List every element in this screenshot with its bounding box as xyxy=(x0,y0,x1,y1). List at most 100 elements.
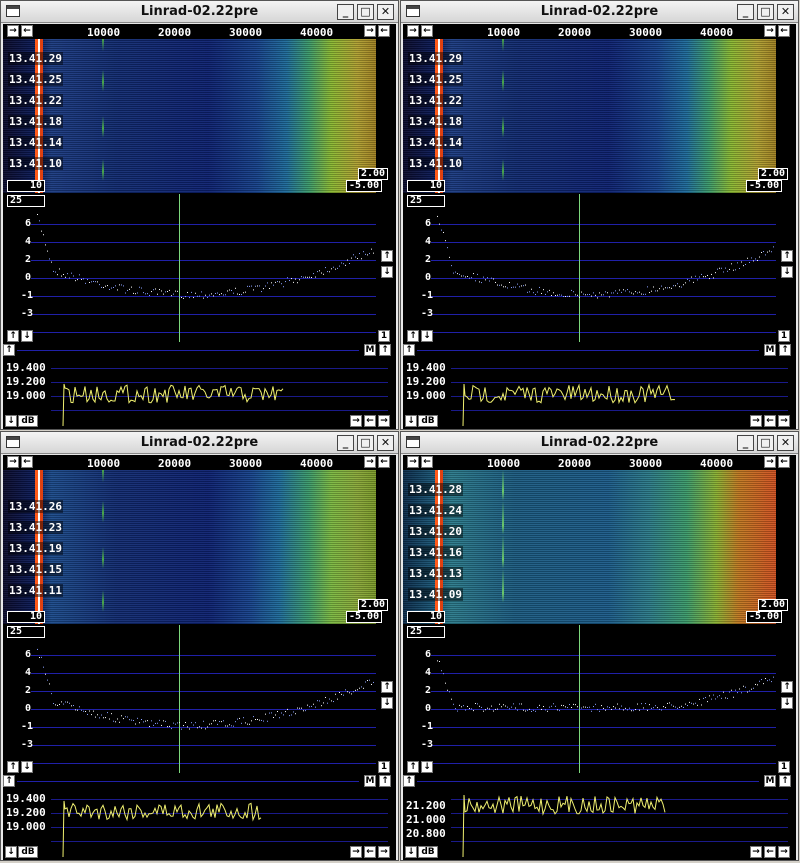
scale-up-button[interactable]: ↑ xyxy=(381,250,393,262)
spectrum-scale-value[interactable]: 1 xyxy=(378,330,390,342)
separator-up-right-button[interactable]: ↑ xyxy=(779,775,791,787)
spectrum-scale-value[interactable]: 1 xyxy=(778,761,790,773)
signal-level-graph[interactable]: 19.400 19.200 19.000 ↓ dB → ← → xyxy=(403,358,796,429)
db-button[interactable]: dB xyxy=(418,846,438,858)
db-button[interactable]: dB xyxy=(418,415,438,427)
scale-down-button[interactable]: ↓ xyxy=(781,266,793,278)
shift-left-button[interactable]: ← xyxy=(421,25,433,37)
spectrum-graph[interactable]: 25 6 4 2 0 -1 -3 ↑ ↓ ↑ ↓ 1 xyxy=(403,625,796,775)
zoom-left-button[interactable]: ← xyxy=(378,456,390,468)
spectrum-down-button[interactable]: ↓ xyxy=(21,761,33,773)
minimize-button[interactable]: _ xyxy=(337,435,354,451)
waterfall-zero[interactable]: -5.00 xyxy=(346,611,383,623)
level-down-button[interactable]: ↓ xyxy=(405,415,417,427)
shift-right-button[interactable]: → xyxy=(407,25,419,37)
waterfall-gain[interactable]: 2.00 xyxy=(358,168,389,180)
title-bar[interactable]: Linrad-02.22pre _ □ ✕ xyxy=(401,432,798,454)
spectrum-up-button[interactable]: ↑ xyxy=(7,761,19,773)
frequency-cursor[interactable] xyxy=(579,194,580,342)
spectrum-scale-value[interactable]: 1 xyxy=(778,330,790,342)
shift-right-button[interactable]: → xyxy=(7,456,19,468)
shift-right-button[interactable]: → xyxy=(407,456,419,468)
scale-up-button[interactable]: ↑ xyxy=(381,681,393,693)
db-button[interactable]: dB xyxy=(18,846,38,858)
spectrum-up-button[interactable]: ↑ xyxy=(407,330,419,342)
level-right2-button[interactable]: → xyxy=(778,846,790,858)
scale-up-button[interactable]: ↑ xyxy=(781,250,793,262)
zoom-left-button[interactable]: ← xyxy=(378,25,390,37)
spectrum-down-button[interactable]: ↓ xyxy=(421,330,433,342)
zoom-right-button[interactable]: → xyxy=(364,25,376,37)
close-button[interactable]: ✕ xyxy=(377,435,394,451)
shift-right-button[interactable]: → xyxy=(7,25,19,37)
close-button[interactable]: ✕ xyxy=(777,435,794,451)
separator-up-right-button[interactable]: ↑ xyxy=(379,344,391,356)
scale-down-button[interactable]: ↓ xyxy=(381,266,393,278)
title-bar[interactable]: Linrad-02.22pre _ □ ✕ xyxy=(401,1,798,23)
separator-up-right-button[interactable]: ↑ xyxy=(779,344,791,356)
spectrum-down-button[interactable]: ↓ xyxy=(421,761,433,773)
waterfall-gain[interactable]: 2.00 xyxy=(758,599,789,611)
minimize-button[interactable]: _ xyxy=(337,4,354,20)
spectrum-average[interactable]: 25 xyxy=(7,626,45,638)
waterfall[interactable]: 13.41.26 13.41.23 13.41.19 13.41.15 13.4… xyxy=(3,470,396,624)
level-right-button[interactable]: → xyxy=(750,846,762,858)
separator-up-button[interactable]: ↑ xyxy=(403,775,415,787)
level-right2-button[interactable]: → xyxy=(778,415,790,427)
maximize-button[interactable]: □ xyxy=(357,435,374,451)
spectrum-down-button[interactable]: ↓ xyxy=(21,330,33,342)
waterfall[interactable]: 13.41.28 13.41.24 13.41.20 13.41.16 13.4… xyxy=(403,470,796,624)
close-button[interactable]: ✕ xyxy=(777,4,794,20)
level-down-button[interactable]: ↓ xyxy=(5,846,17,858)
spectrum-up-button[interactable]: ↑ xyxy=(7,330,19,342)
window-menu-icon[interactable] xyxy=(406,5,420,17)
window-menu-icon[interactable] xyxy=(6,436,20,448)
spectrum-scale-value[interactable]: 1 xyxy=(378,761,390,773)
level-right-button[interactable]: → xyxy=(750,415,762,427)
scale-up-button[interactable]: ↑ xyxy=(781,681,793,693)
maximize-button[interactable]: □ xyxy=(357,4,374,20)
waterfall-average[interactable]: 10 xyxy=(7,180,45,192)
separator-up-button[interactable]: ↑ xyxy=(403,344,415,356)
maximize-button[interactable]: □ xyxy=(757,435,774,451)
separator-up-button[interactable]: ↑ xyxy=(3,775,15,787)
frequency-cursor[interactable] xyxy=(179,625,180,773)
separator-up-button[interactable]: ↑ xyxy=(3,344,15,356)
waterfall[interactable]: 13.41.29 13.41.25 13.41.22 13.41.18 13.4… xyxy=(403,39,796,193)
m-button[interactable]: M xyxy=(364,775,376,787)
signal-level-graph[interactable]: 19.400 19.200 19.000 ↓ dB → ← → xyxy=(3,789,396,860)
waterfall-average[interactable]: 10 xyxy=(407,180,445,192)
spectrum-graph[interactable]: 25 6 4 2 0 -1 -3 ↑ ↓ ↑ ↓ 1 xyxy=(403,194,796,344)
level-right2-button[interactable]: → xyxy=(378,846,390,858)
maximize-button[interactable]: □ xyxy=(757,4,774,20)
spectrum-average[interactable]: 25 xyxy=(407,626,445,638)
waterfall-average[interactable]: 10 xyxy=(7,611,45,623)
spectrum-average[interactable]: 25 xyxy=(407,195,445,207)
level-right-button[interactable]: → xyxy=(350,846,362,858)
separator-up-right-button[interactable]: ↑ xyxy=(379,775,391,787)
waterfall-zero[interactable]: -5.00 xyxy=(746,180,783,192)
zoom-left-button[interactable]: ← xyxy=(778,25,790,37)
level-left-button[interactable]: ← xyxy=(364,415,376,427)
signal-level-graph[interactable]: 19.400 19.200 19.000 ↓ dB → ← → xyxy=(3,358,396,429)
waterfall-gain[interactable]: 2.00 xyxy=(758,168,789,180)
spectrum-graph[interactable]: 25 6 4 2 0 -1 -3 ↑ ↓ ↑ ↓ 1 xyxy=(3,194,396,344)
signal-level-graph[interactable]: 21.200 21.000 20.800 ↓ dB → ← → xyxy=(403,789,796,860)
db-button[interactable]: dB xyxy=(18,415,38,427)
scale-down-button[interactable]: ↓ xyxy=(781,697,793,709)
zoom-right-button[interactable]: → xyxy=(364,456,376,468)
window-menu-icon[interactable] xyxy=(6,5,20,17)
level-left-button[interactable]: ← xyxy=(764,846,776,858)
level-right-button[interactable]: → xyxy=(350,415,362,427)
level-right2-button[interactable]: → xyxy=(378,415,390,427)
level-down-button[interactable]: ↓ xyxy=(405,846,417,858)
spectrum-up-button[interactable]: ↑ xyxy=(407,761,419,773)
shift-left-button[interactable]: ← xyxy=(21,456,33,468)
title-bar[interactable]: Linrad-02.22pre _ □ ✕ xyxy=(1,432,398,454)
waterfall-zero[interactable]: -5.00 xyxy=(346,180,383,192)
level-left-button[interactable]: ← xyxy=(764,415,776,427)
close-button[interactable]: ✕ xyxy=(377,4,394,20)
window-menu-icon[interactable] xyxy=(406,436,420,448)
waterfall-average[interactable]: 10 xyxy=(407,611,445,623)
frequency-cursor[interactable] xyxy=(179,194,180,342)
